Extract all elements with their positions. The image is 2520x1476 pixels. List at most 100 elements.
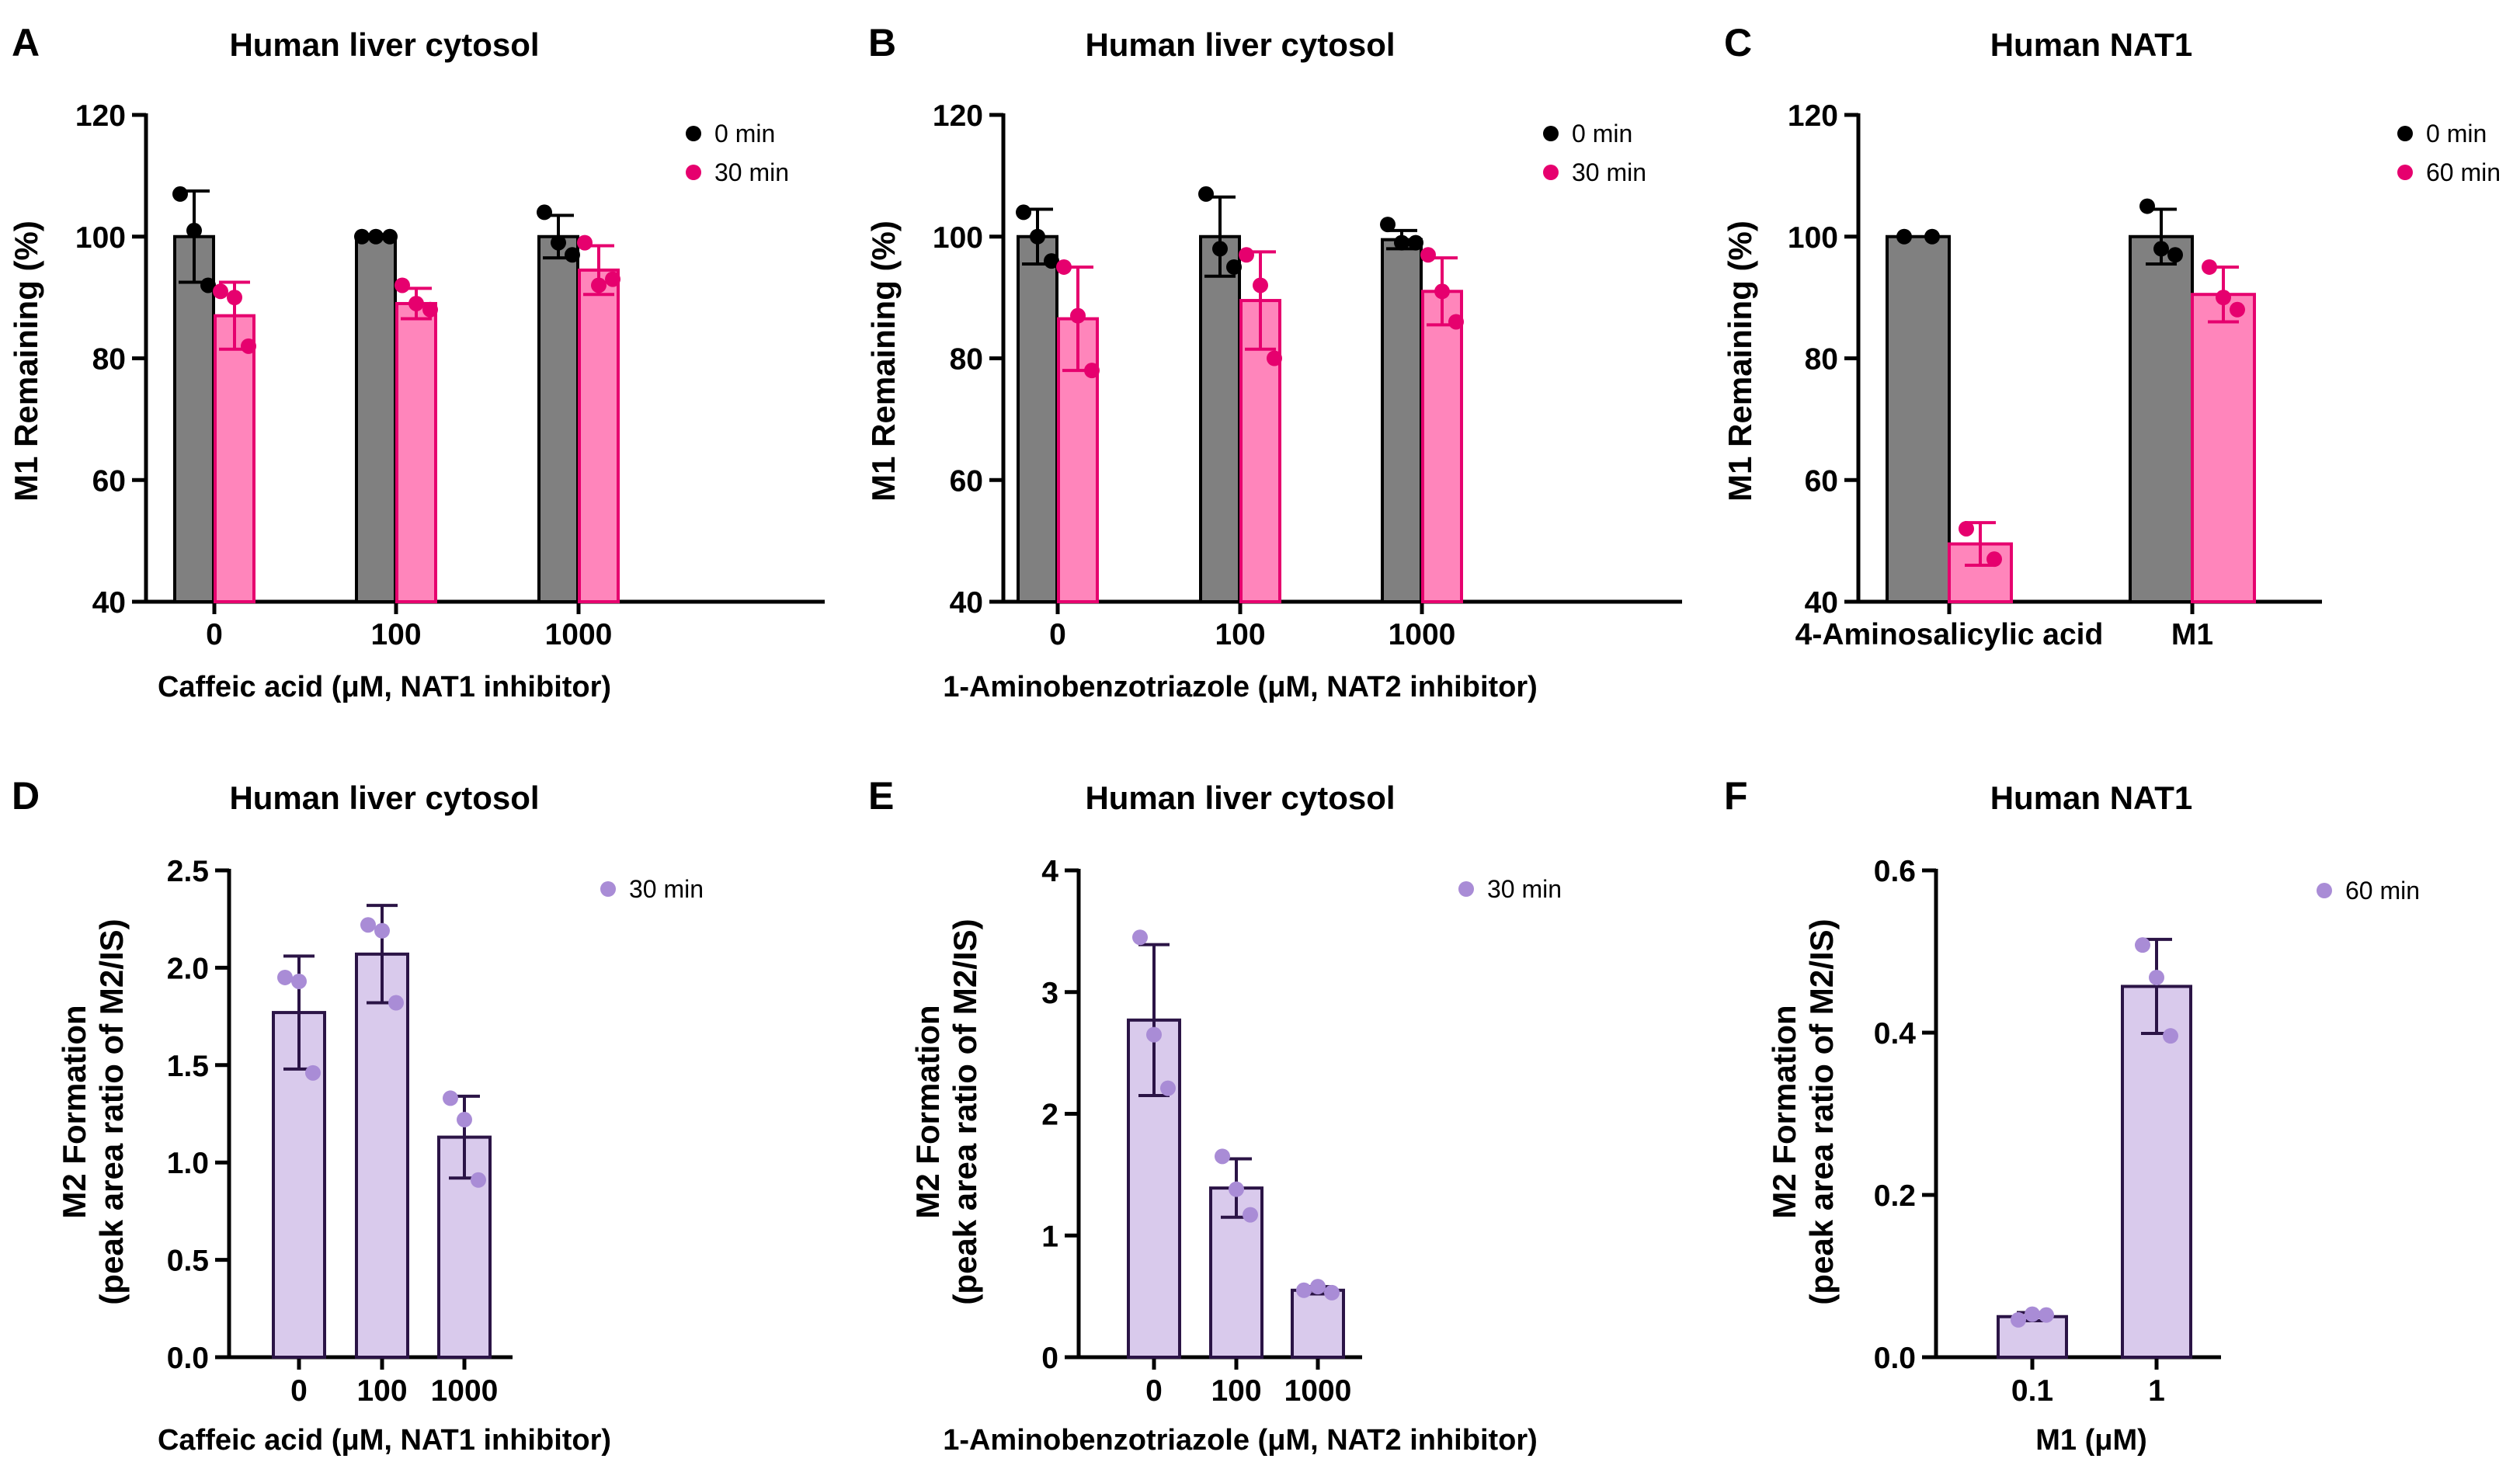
y-axis-label: M2 Formation(peak area ratio of M2/IS) (56, 919, 130, 1304)
data-point (1215, 1148, 1230, 1165)
data-point (1132, 929, 1148, 946)
legend-label: 30 min (1487, 875, 1562, 903)
y-axis-label-line: M2 Formation (909, 1005, 946, 1218)
bar (578, 268, 620, 603)
panel-letter: C (1724, 21, 1752, 64)
y-tick-label: 2 (1041, 1099, 1058, 1132)
data-point (1243, 1207, 1258, 1223)
data-point (1296, 1282, 1312, 1298)
x-tick-label: M1 (2171, 618, 2213, 651)
y-tick-label: 100 (75, 221, 126, 255)
data-point (1044, 253, 1059, 269)
data-point (227, 290, 242, 306)
y-axis-label-line: M2 Formation (56, 1005, 92, 1218)
data-point (457, 1112, 472, 1128)
x-tick-label: 4-Aminosalicylic acid (1795, 618, 2104, 651)
y-tick-label: 1 (1041, 1220, 1058, 1253)
legend-marker (1543, 165, 1559, 180)
panel-letter: B (868, 21, 896, 64)
legend-marker (686, 165, 701, 180)
y-axis-label: M1 Remaining (%) (865, 221, 902, 502)
x-axis-label: 1-Aminobenzotriazole (μM, NAT2 inhibitor… (943, 1424, 1538, 1457)
data-point (2025, 1306, 2040, 1322)
y-tick-label: 100 (933, 221, 983, 255)
data-point (1434, 283, 1450, 300)
data-point (2135, 937, 2150, 953)
chart-panel-d: D Human liver cytosol 0.0 0.5 1.0 1.5 2.0 2.5 M2… (12, 774, 704, 1457)
y-tick-label: 0.4 (1874, 1017, 1917, 1051)
legend-marker (686, 126, 701, 141)
y-tick-label: 80 (950, 343, 983, 377)
data-point (395, 277, 410, 293)
y-tick-label: 1.5 (167, 1050, 209, 1083)
data-point (368, 228, 384, 245)
data-point (2011, 1311, 2026, 1328)
x-axis-label: Caffeic acid (μM, NAT1 inhibitor) (158, 1424, 611, 1457)
data-point (577, 234, 593, 251)
legend-label: 60 min (2345, 877, 2420, 905)
y-tick-label: 0.0 (167, 1342, 209, 1375)
legend-marker (2317, 883, 2332, 898)
y-axis-label-line: M1 Remaining (%) (1722, 221, 1758, 502)
y-tick-label: 120 (1788, 99, 1838, 133)
legend-marker (2397, 165, 2413, 180)
x-tick-label: 100 (1211, 1374, 1261, 1408)
x-tick-label: 1 (2148, 1374, 2165, 1408)
data-point (422, 301, 438, 318)
chart-title: Human NAT1 (1990, 780, 2193, 816)
data-point (186, 222, 202, 238)
y-tick-label: 120 (933, 99, 983, 133)
x-tick-label: 1000 (431, 1374, 499, 1408)
legend-marker (1543, 126, 1559, 141)
bar (2121, 985, 2192, 1360)
data-point (2216, 290, 2231, 306)
x-axis-label: 1-Aminobenzotriazole (μM, NAT2 inhibitor… (943, 671, 1538, 703)
data-point (551, 234, 566, 251)
data-point (408, 295, 424, 311)
bar (1017, 234, 1058, 603)
bar (173, 234, 215, 603)
data-point (1267, 350, 1282, 366)
chart-panel-b: B Human liver cytosol 40 60 80 100 120 M1 Remai… (865, 21, 1682, 703)
data-point (2163, 1028, 2178, 1044)
data-point (354, 228, 370, 245)
legend-marker (2397, 126, 2413, 141)
y-tick-label: 0.2 (1874, 1179, 1916, 1213)
data-point (2167, 247, 2183, 263)
bar (1421, 290, 1463, 603)
x-axis-label: Caffeic acid (μM, NAT1 inhibitor) (158, 671, 611, 703)
y-tick-label: 100 (1788, 221, 1838, 255)
data-point (1420, 247, 1436, 263)
y-tick-label: 60 (92, 464, 126, 498)
y-tick-label: 1.0 (167, 1147, 209, 1180)
y-axis-label-line: (peak area ratio of M2/IS) (1803, 919, 1840, 1304)
data-point (1448, 314, 1464, 330)
y-tick-label: 40 (1805, 586, 1838, 620)
bar (1886, 234, 1951, 603)
data-point (1056, 259, 1072, 275)
chart-panel-a: A Human liver cytosol 40 60 80 100 120 M1 Remai… (8, 21, 825, 703)
data-point (537, 204, 552, 221)
y-axis-label-line: M1 Remaining (%) (865, 221, 902, 502)
x-tick-label: 1000 (545, 618, 613, 651)
x-tick-label: 0 (206, 618, 223, 651)
bar (2129, 234, 2194, 603)
y-axis-label: M2 Formation(peak area ratio of M2/IS) (909, 919, 983, 1304)
bar (2191, 293, 2256, 603)
data-point (1253, 277, 1268, 293)
data-point (1408, 234, 1423, 251)
y-axis-label-line: M1 Remaining (%) (8, 221, 44, 502)
data-point (1924, 228, 1940, 245)
chart-panel-f: F Human NAT1 0.0 0.2 0.4 0.6 M2 Formation(peak… (1724, 774, 2420, 1457)
data-point (291, 973, 307, 989)
y-tick-label: 2.0 (167, 952, 209, 985)
bar (355, 952, 409, 1359)
y-axis-label: M2 Formation(peak area ratio of M2/IS) (1766, 919, 1840, 1304)
data-point (2139, 198, 2155, 214)
data-point (1198, 186, 1214, 202)
data-point (1160, 1080, 1176, 1096)
legend-label: 30 min (714, 158, 789, 186)
data-point (305, 1064, 321, 1081)
data-point (1380, 217, 1396, 233)
